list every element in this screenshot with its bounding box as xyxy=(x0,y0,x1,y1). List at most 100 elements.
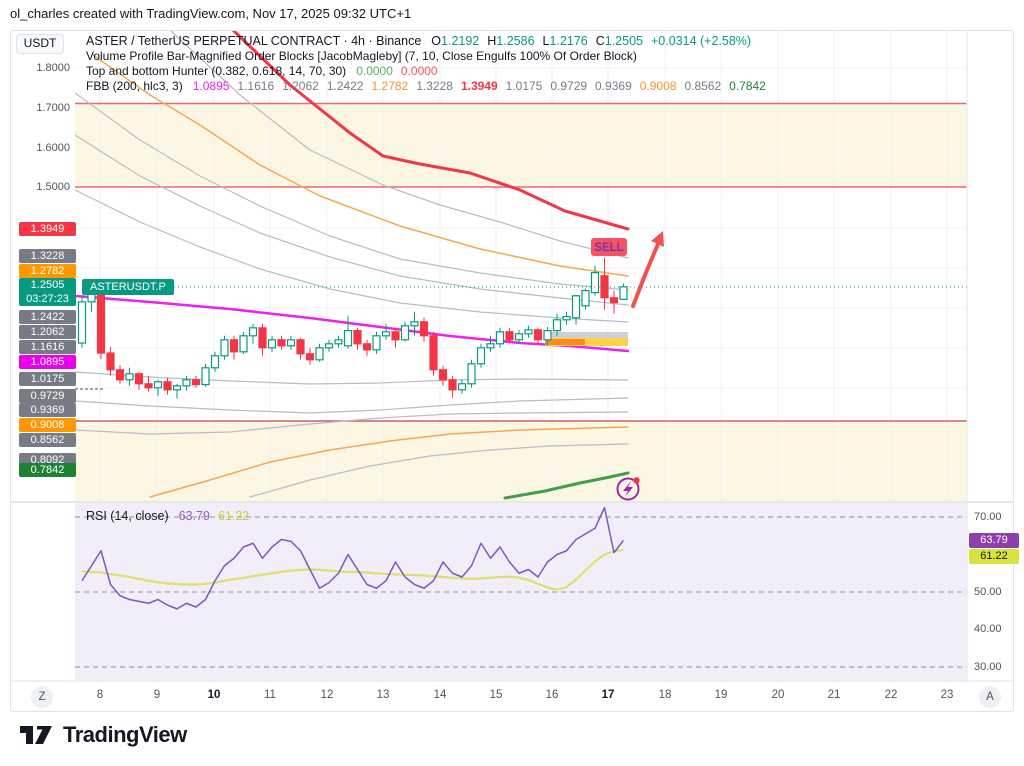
hunter-row[interactable]: Top and bottom Hunter (0.382, 0.618, 14,… xyxy=(86,63,766,78)
rsi-scale-label: 30.00 xyxy=(974,661,1002,673)
price-scale-label: 1.7000 xyxy=(36,102,70,114)
price-badge: 1.3228 xyxy=(19,249,76,263)
fbb-1.0175 xyxy=(75,371,629,385)
legend-value: 1.2782 xyxy=(371,78,409,93)
time-tick-label: 16 xyxy=(545,689,559,701)
volume-profile-row[interactable]: Volume Profile Bar-Magnified Order Block… xyxy=(86,48,766,63)
fbb-1.3228 xyxy=(169,30,629,259)
fbb-1.2422 xyxy=(75,92,629,291)
legend-value: 63.79 xyxy=(178,508,210,523)
order-block-zone xyxy=(545,332,628,346)
fbb-0.9008 xyxy=(149,426,629,498)
time-tick-label: 13 xyxy=(376,689,390,701)
lightning-icon[interactable] xyxy=(616,477,640,501)
fbb-row[interactable]: FBB (200, hlc3, 3) 1.0895 1.1616 1.2062 1.24… xyxy=(86,78,766,93)
pane-frame xyxy=(10,30,1014,712)
rsi-scale-label: 70.00 xyxy=(974,511,1002,523)
time-tick-label: 18 xyxy=(658,689,672,701)
legend-value: 1.1616 xyxy=(237,78,275,93)
time-tick-label: 23 xyxy=(940,689,954,701)
legend-value: 0.8562 xyxy=(684,78,722,93)
price-badge: 0.9369 xyxy=(19,403,76,417)
timezone-button[interactable]: Z xyxy=(31,686,53,708)
time-tick-label: 21 xyxy=(827,689,841,701)
price-scale-label: 1.8000 xyxy=(36,62,70,74)
time-tick-label: 9 xyxy=(153,689,161,701)
price-scale-label: 1.5000 xyxy=(36,181,70,193)
price-badge: 1.0895 xyxy=(19,355,76,369)
auto-scale-button[interactable]: A xyxy=(979,686,1001,708)
legend-value: 0.0000 xyxy=(400,63,438,78)
candles xyxy=(77,257,628,399)
rsi-legend-row[interactable]: RSI (14, close) 63.79 61.22 xyxy=(86,508,249,523)
rsi-plot xyxy=(75,506,967,668)
legend-value: C xyxy=(595,33,605,48)
legend-value: ASTER / TetherUS PERPETUAL CONTRACT · 4h… xyxy=(86,33,422,48)
time-tick-label: 17 xyxy=(601,689,615,701)
currency-button[interactable]: USDT xyxy=(16,34,64,54)
legend-value: L xyxy=(542,33,550,48)
fbb-1.1616 xyxy=(75,189,629,323)
sell-signal-label: SELL xyxy=(591,238,627,256)
legend-value: 0.7842 xyxy=(729,78,766,93)
fbb-0.9369 xyxy=(75,411,629,435)
fbb-1.2062 xyxy=(75,134,629,306)
price-badge: 1.2062 xyxy=(19,325,76,339)
attribution-text: ol_charles created with TradingView.com,… xyxy=(10,6,412,21)
legend-value: 0.9008 xyxy=(639,78,677,93)
legend-value: 61.22 xyxy=(217,508,250,523)
time-tick-label: 15 xyxy=(489,689,503,701)
time-tick-label: 22 xyxy=(884,689,898,701)
fbb-upper-1.3949 xyxy=(231,30,630,231)
legend-value: 1.0175 xyxy=(505,78,543,93)
price-badge: 1.2782 xyxy=(19,264,76,278)
rsi-value-badge: 61.22 xyxy=(969,549,1019,564)
price-badge: 1.1616 xyxy=(19,340,76,354)
time-tick-label: 14 xyxy=(433,689,447,701)
legend-value: Top and bottom Hunter (0.382, 0.618, 14,… xyxy=(86,63,347,78)
indicator-legend: ASTER / TetherUS PERPETUAL CONTRACT · 4h… xyxy=(86,33,766,93)
svg-text:SELL: SELL xyxy=(594,242,623,254)
price-badge: 0.7842 xyxy=(19,463,76,477)
rsi-scale-label: 50.00 xyxy=(974,586,1002,598)
legend-value: +0.0314 (+2.58%) xyxy=(650,33,752,48)
fbb-lower-0.7842 xyxy=(503,471,630,500)
price-badge: 0.9729 xyxy=(19,389,76,403)
legend-value: RSI (14, close) xyxy=(86,508,169,523)
legend-value: O xyxy=(431,33,442,48)
legend-value: Volume Profile Bar-Magnified Order Block… xyxy=(86,48,637,63)
countdown-timer: 03:27:23 xyxy=(26,293,69,305)
legend-value: 1.2422 xyxy=(326,78,364,93)
fbb-1.2782 xyxy=(92,54,629,277)
time-tick-label: 20 xyxy=(771,689,785,701)
price-badge: 1.2422 xyxy=(19,310,76,324)
trend-arrow-drawing[interactable] xyxy=(631,231,664,308)
time-tick-label: 19 xyxy=(714,689,728,701)
tradingview-logo[interactable]: TradingView xyxy=(20,722,187,748)
price-badge: 0.8562 xyxy=(19,433,76,447)
rsi-ma-line xyxy=(81,548,624,591)
legend-value: 1.2586 xyxy=(496,33,535,48)
legend-value: H xyxy=(487,33,497,48)
price-badge: 1.2505 03:27:23 xyxy=(19,278,76,306)
legend-value: 1.2192 xyxy=(441,33,480,48)
rsi-value-badge: 63.79 xyxy=(969,533,1019,548)
time-tick-label: 12 xyxy=(320,689,334,701)
price-scale-label: 1.6000 xyxy=(36,142,70,154)
tradingview-logo-icon xyxy=(20,726,52,744)
rsi-line xyxy=(81,506,625,610)
legend-value: 1.2176 xyxy=(549,33,588,48)
rsi-legend[interactable]: RSI (14, close) 63.79 61.22 xyxy=(86,508,249,523)
legend-value: FBB (200, hlc3, 3) xyxy=(86,78,183,93)
fbb-0.9729 xyxy=(75,397,629,414)
legend-value: 0.9369 xyxy=(595,78,632,93)
legend-value: 1.0895 xyxy=(192,78,230,93)
time-tick-label: 11 xyxy=(264,689,276,701)
symbol-row[interactable]: ASTER / TetherUS PERPETUAL CONTRACT · 4h… xyxy=(86,33,766,48)
time-tick-label: 10 xyxy=(207,689,221,701)
price-badge: 1.0175 xyxy=(19,372,76,386)
legend-value: 1.2505 xyxy=(604,33,643,48)
legend-value: 1.3949 xyxy=(460,78,498,93)
